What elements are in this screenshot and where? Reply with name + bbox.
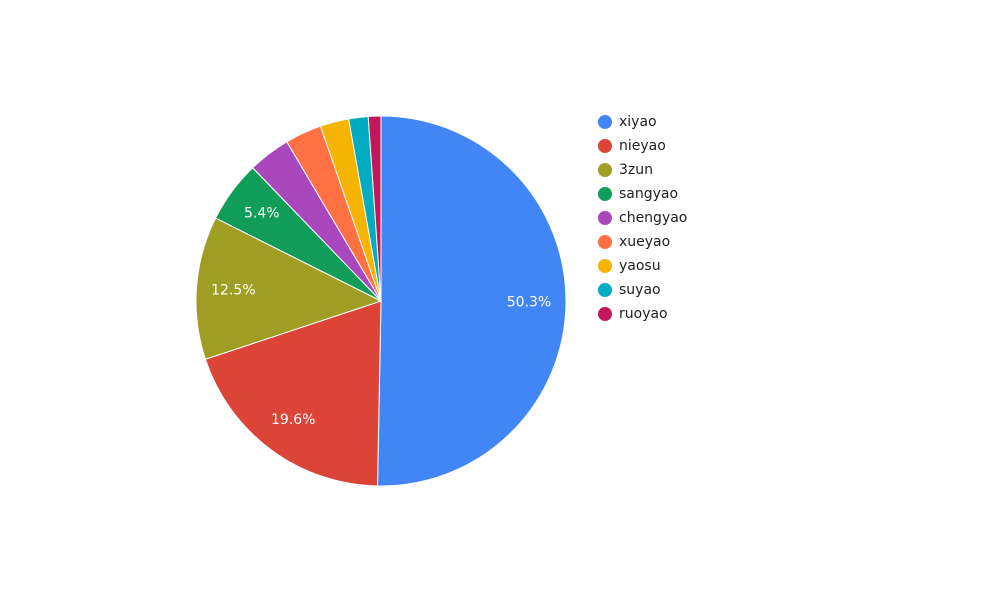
legend-swatch bbox=[598, 211, 612, 225]
legend-label: xueyao bbox=[619, 234, 670, 250]
legend-swatch bbox=[598, 307, 612, 321]
pie-slice bbox=[367, 115, 382, 302]
legend-label: ruoyao bbox=[619, 306, 668, 322]
pie-slice bbox=[377, 115, 567, 487]
legend-swatch bbox=[598, 259, 612, 273]
pie-slice bbox=[195, 217, 383, 360]
legend-label: xiyao bbox=[619, 114, 657, 130]
legend-swatch bbox=[598, 139, 612, 153]
legend-label: chengyao bbox=[619, 210, 687, 226]
pie-slice bbox=[204, 300, 382, 487]
slice-label: 5.4% bbox=[244, 205, 280, 221]
legend-swatch bbox=[598, 235, 612, 249]
legend-swatch bbox=[598, 115, 612, 129]
legend-label: yaosu bbox=[619, 258, 661, 274]
slice-label: 50.3% bbox=[507, 294, 551, 310]
slice-label: 19.6% bbox=[271, 412, 315, 428]
legend-swatch bbox=[598, 187, 612, 201]
legend-label: sangyao bbox=[619, 186, 678, 202]
legend-label: suyao bbox=[619, 282, 661, 298]
legend-label: nieyao bbox=[619, 138, 666, 154]
legend-swatch bbox=[598, 163, 612, 177]
slice-label: 12.5% bbox=[211, 282, 255, 298]
legend-label: 3zun bbox=[619, 162, 653, 178]
legend-swatch bbox=[598, 283, 612, 297]
